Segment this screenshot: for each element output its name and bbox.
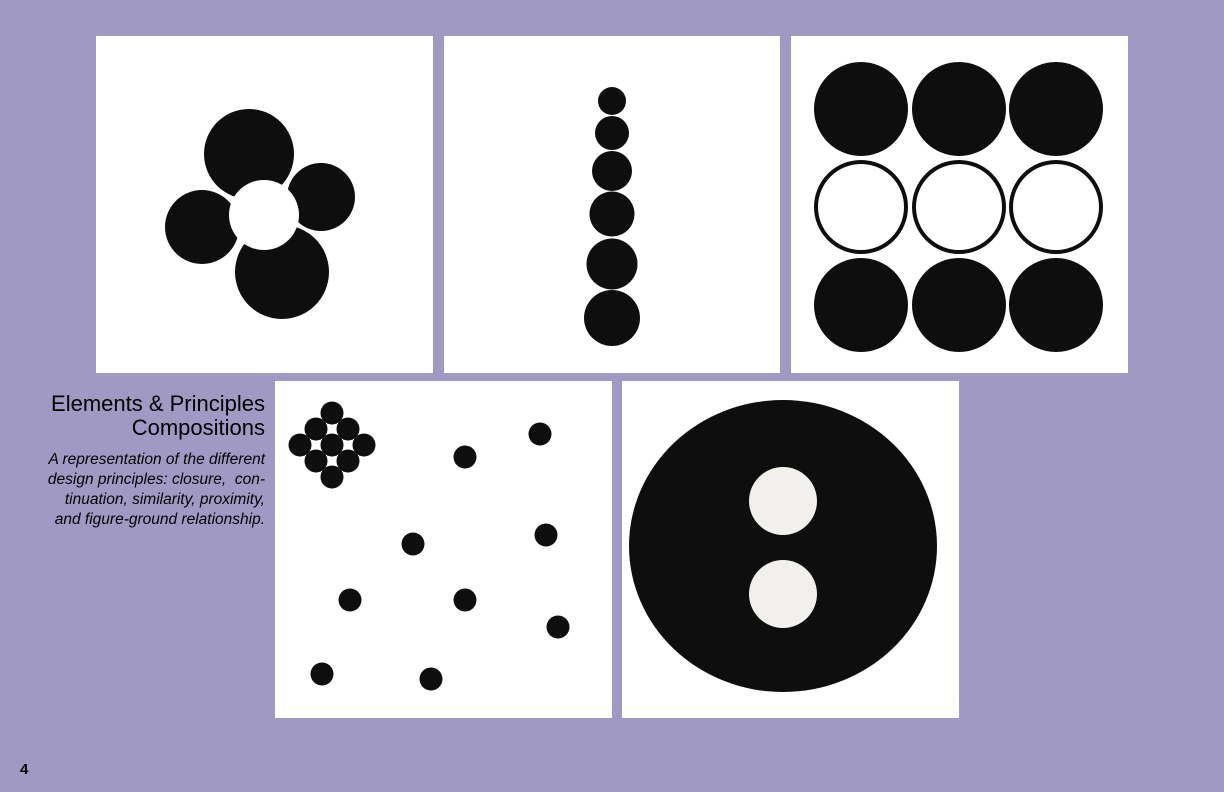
closure-circle-top [204, 109, 294, 199]
proximity-cluster-dot [352, 433, 376, 457]
closure-circle-right [287, 163, 355, 231]
proximity-cluster-dot [304, 417, 328, 441]
continuation-dot [595, 116, 629, 150]
caption-title: Elements & Principles Compositions [0, 392, 265, 440]
figure-ground-lower-light-circle [749, 560, 817, 628]
similarity-filled-circle [1009, 258, 1103, 352]
proximity-scattered-dot [528, 422, 552, 446]
continuation-graphic [584, 87, 640, 346]
proximity-composition [275, 381, 612, 718]
proximity-cluster-dot [336, 417, 360, 441]
proximity-cluster [288, 401, 376, 489]
proximity-cluster-dot [320, 433, 344, 457]
figure-ground-composition [622, 381, 959, 718]
caption-body-line3: tinuation, similarity, proximity, [64, 491, 265, 508]
caption-title-line1: Elements & Principles [51, 391, 265, 416]
continuation-dot [592, 151, 632, 191]
similarity-outline-circle [912, 160, 1006, 254]
continuation-dot [584, 290, 640, 346]
proximity-scattered-dot [453, 445, 477, 469]
continuation-dot [586, 238, 638, 290]
caption-description: A representation of the different design… [0, 450, 265, 530]
proximity-scattered-dot [310, 662, 334, 686]
proximity-cluster-dot [320, 465, 344, 489]
similarity-composition [791, 36, 1128, 373]
similarity-outline-circle [814, 160, 908, 254]
page-number: 4 [20, 761, 29, 778]
proximity-scattered-dot [546, 615, 570, 639]
similarity-filled-circle [814, 258, 908, 352]
caption-body-line2: design principles: closure, con- [47, 471, 265, 488]
proximity-scattered-dot [401, 532, 425, 556]
continuation-composition [444, 36, 780, 373]
continuation-dot [589, 191, 635, 237]
continuation-dot [598, 87, 626, 115]
proximity-scattered-dot [419, 667, 443, 691]
closure-center-void [229, 180, 299, 250]
caption-body-line1: A representation of the different [48, 451, 265, 468]
figure-ground-graphic [629, 400, 937, 692]
proximity-scattered-dot [534, 523, 558, 547]
caption-title-line2: Compositions [131, 415, 265, 440]
proximity-scattered [310, 422, 570, 691]
proximity-scattered-dot [453, 588, 477, 612]
closure-graphic [165, 109, 355, 319]
similarity-filled-circle [814, 62, 908, 156]
figure-ground-large-circle [629, 400, 937, 692]
closure-composition [96, 36, 433, 373]
proximity-cluster-dot [336, 449, 360, 473]
similarity-filled-circle [912, 258, 1006, 352]
composition-caption: Elements & Principles Compositions A rep… [0, 392, 265, 530]
proximity-graphic [288, 401, 570, 691]
proximity-cluster-dot [304, 449, 328, 473]
similarity-filled-circle [912, 62, 1006, 156]
proximity-scattered-dot [338, 588, 362, 612]
similarity-outline-circle [1009, 160, 1103, 254]
figure-ground-upper-light-circle [749, 467, 817, 535]
similarity-graphic [814, 62, 1103, 352]
caption-body-line4: and figure-ground relationship. [54, 511, 265, 528]
proximity-cluster-dot [320, 401, 344, 425]
similarity-filled-circle [1009, 62, 1103, 156]
closure-circle-left [165, 190, 239, 264]
proximity-cluster-dot [288, 433, 312, 457]
